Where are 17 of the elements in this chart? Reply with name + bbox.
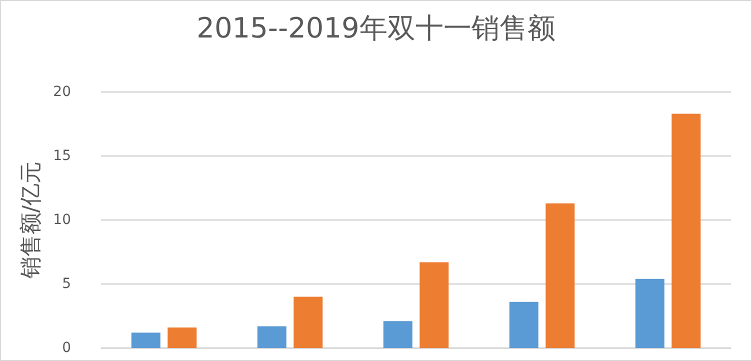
- bar: [509, 302, 538, 348]
- bar: [672, 114, 701, 348]
- bar: [257, 326, 286, 348]
- y-tick-label: 10: [53, 212, 71, 228]
- bar: [131, 332, 160, 348]
- bar: [168, 328, 197, 348]
- bar: [294, 296, 323, 348]
- y-tick-label: 5: [62, 276, 71, 292]
- y-axis-title: 销售额/亿元: [18, 161, 44, 280]
- y-tick-label: 20: [53, 84, 71, 100]
- bar: [383, 321, 412, 348]
- bar: [635, 278, 664, 348]
- bar: [546, 203, 575, 348]
- y-tick-label: 15: [53, 148, 71, 164]
- chart-title: 2015--2019年双十一销售额: [196, 12, 556, 44]
- bar: [420, 262, 449, 348]
- y-tick-label: 0: [62, 340, 71, 356]
